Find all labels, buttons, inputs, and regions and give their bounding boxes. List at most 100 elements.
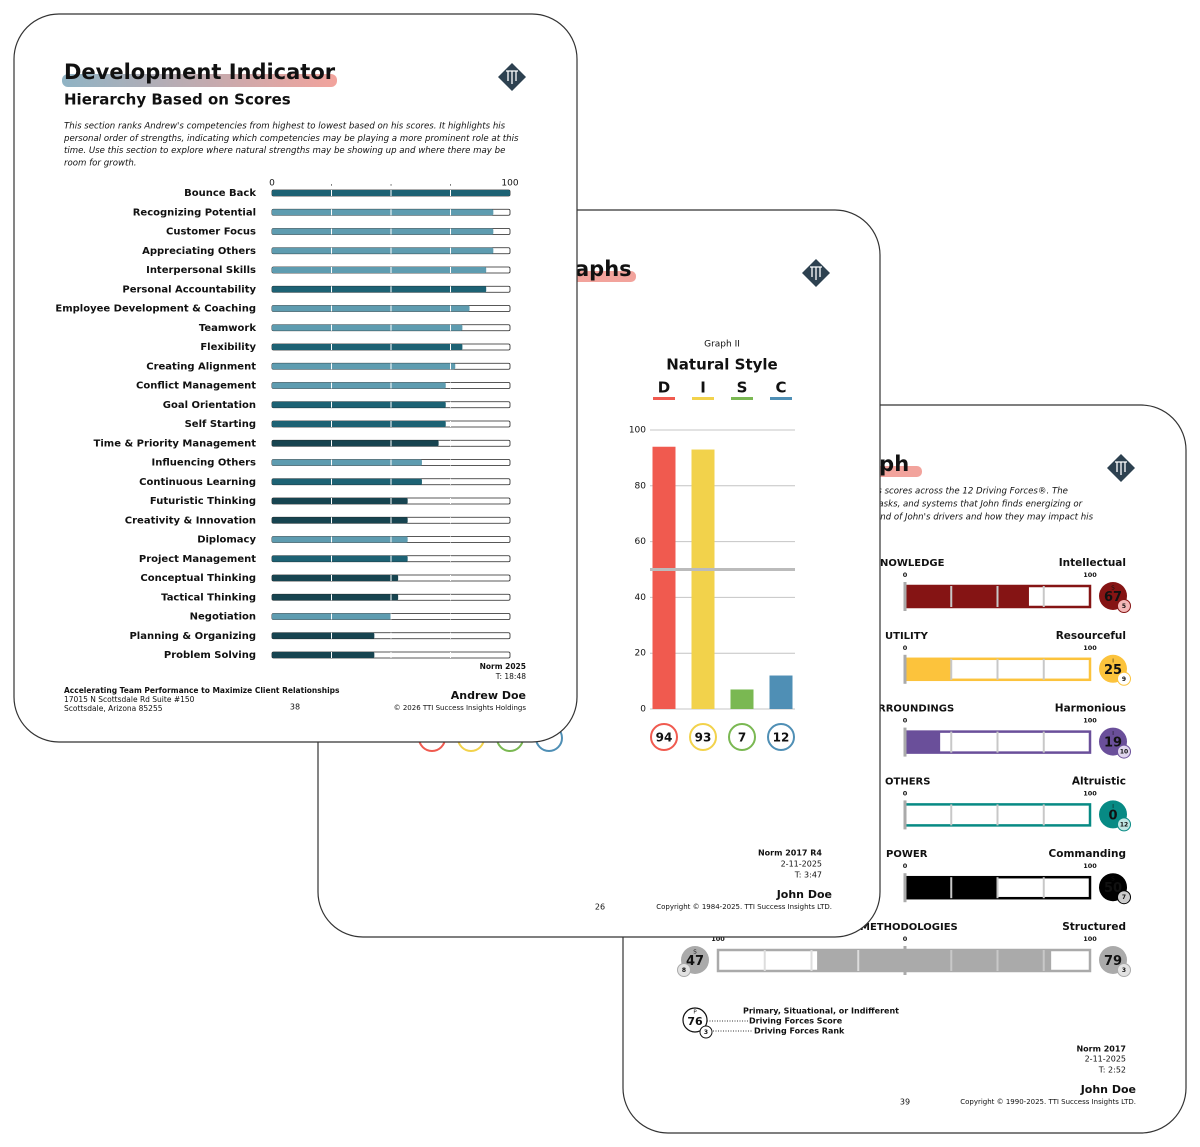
bar: [272, 517, 408, 524]
competency-label: Futuristic Thinking: [150, 496, 256, 507]
intro-line: personal order of strengths, indicating …: [63, 134, 519, 144]
page-number: 39: [900, 1098, 910, 1107]
competency-label: Self Starting: [185, 419, 256, 430]
badge-score: 50: [1104, 881, 1122, 896]
scale-tick-label: 100: [1083, 644, 1097, 652]
scale-tick-label: 0: [903, 717, 908, 725]
badge-rank: 5: [1122, 603, 1126, 610]
scale-tick-label: 0: [903, 862, 908, 870]
badge-letter: I: [1112, 804, 1114, 810]
graph-label: Graph II: [704, 340, 740, 350]
badge-letter: I: [1112, 658, 1114, 664]
y-tick-label: 20: [635, 649, 647, 659]
badge-rank: 9: [1122, 676, 1126, 683]
competency-label: Negotiation: [190, 612, 256, 623]
driver-left-label: POWER: [886, 849, 928, 860]
date: 2-11-2025: [1085, 1055, 1126, 1064]
driver-left-label: METHODOLOGIES: [860, 922, 958, 933]
competency-label: Customer Focus: [166, 227, 256, 238]
driver-right-label: Commanding: [1049, 848, 1126, 860]
badge-rank: 10: [1120, 749, 1128, 756]
competency-label: Recognizing Potential: [133, 207, 256, 218]
competency-label: Appreciating Others: [142, 246, 256, 257]
rank-badge: [1117, 671, 1131, 686]
norm: Norm 2017 R4: [758, 849, 822, 858]
category-label: D: [658, 379, 670, 397]
rank-badge: [677, 963, 691, 977]
legend-rank: 3: [704, 1029, 708, 1036]
bar: [272, 652, 375, 658]
x-tick-label: 0: [269, 179, 275, 189]
rank-badge: [1117, 963, 1131, 977]
page-development-indicator: Development Indicator Hierarchy Based on …: [13, 13, 578, 743]
y-tick-label: 100: [629, 426, 646, 436]
legend-score: 76: [687, 1015, 703, 1028]
value-label: 94: [656, 731, 673, 745]
rank-badge: [1117, 744, 1131, 759]
driver-left-label: NOWLEDGE: [880, 558, 945, 569]
bar: [652, 446, 676, 709]
norm: Norm 2025: [480, 662, 526, 671]
time: T: 3:47: [794, 871, 822, 880]
time: T: 2:52: [1098, 1066, 1126, 1075]
badge-score: 25: [1104, 663, 1122, 678]
x-tick-label: .: [390, 179, 393, 189]
x-tick-label: .: [449, 179, 452, 189]
badge-rank: 12: [1120, 821, 1128, 828]
category-underline: [692, 397, 714, 400]
bar: [272, 267, 487, 273]
page-number: 38: [290, 703, 300, 712]
scale-tick-label: 100: [711, 935, 725, 943]
category-label: C: [775, 379, 786, 397]
competency-label: Teamwork: [199, 323, 256, 334]
bar: [272, 594, 399, 601]
bar: [272, 440, 439, 447]
bar: [272, 459, 422, 466]
rank-badge: [1117, 890, 1131, 905]
bar: [769, 675, 793, 709]
driver-left-label: RROUNDINGS: [878, 704, 954, 715]
category-underline: [770, 397, 792, 400]
badge-letter: S: [1111, 877, 1115, 883]
bar: [272, 421, 446, 427]
badge-score: 79: [1104, 954, 1122, 969]
page-number: 26: [595, 903, 605, 912]
scale-tick-label: 100: [1083, 862, 1097, 870]
address-line: 17015 N Scottsdale Rd Suite #150: [64, 695, 195, 704]
title-highlight: [62, 74, 337, 87]
competency-label: Project Management: [139, 554, 256, 565]
driver-right-label: Structured: [1062, 921, 1126, 933]
rank-badge: [1117, 817, 1131, 832]
scale-tick-label: 100: [1083, 571, 1097, 579]
driver-left-label: UTILITY: [885, 631, 929, 642]
badge-letter: S: [693, 950, 697, 956]
driver-right-label: Resourceful: [1056, 630, 1126, 642]
bar: [272, 228, 494, 235]
bar: [272, 247, 494, 254]
value-label: 12: [773, 731, 790, 745]
driver-right-label: Altruistic: [1072, 775, 1126, 787]
bar-fill: [905, 586, 1029, 607]
rank-badge: [1117, 599, 1131, 613]
competency-label: Problem Solving: [164, 650, 256, 661]
legend-rank-badge: [699, 1025, 713, 1039]
bar: [272, 478, 422, 485]
title-fragment: aphs: [575, 257, 632, 281]
bar: [272, 344, 463, 350]
competency-label: Creating Alignment: [146, 361, 256, 372]
intro-line: This section ranks Andrew's competencies…: [64, 122, 506, 132]
bar: [272, 363, 456, 370]
value-label: 7: [738, 731, 746, 745]
bar-fill: [905, 731, 941, 753]
legend-text: Driving Forces Rank: [754, 1027, 845, 1036]
bar: [272, 401, 446, 408]
category-underline: [653, 397, 675, 400]
logo: [802, 259, 830, 287]
bar: [272, 555, 408, 562]
name: Andrew Doe: [451, 689, 526, 702]
competency-label: Interpersonal Skills: [146, 265, 256, 276]
bar: [272, 382, 446, 389]
bar: [272, 536, 408, 543]
bar: [272, 209, 494, 216]
